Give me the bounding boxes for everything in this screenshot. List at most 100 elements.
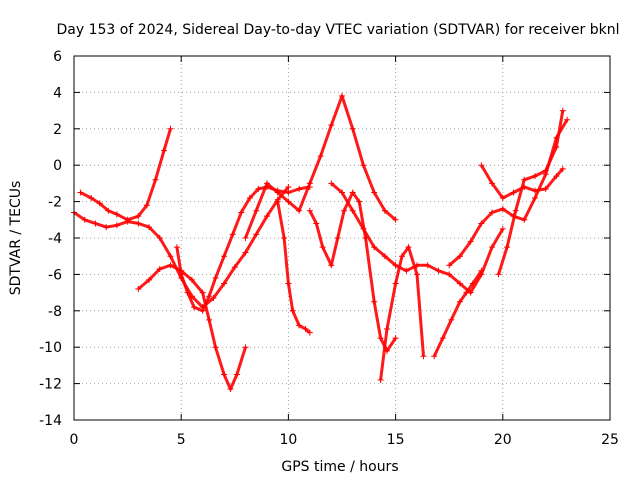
data-point xyxy=(521,176,528,183)
data-point xyxy=(559,107,566,114)
data-point xyxy=(495,271,502,278)
data-point xyxy=(349,189,356,196)
data-point xyxy=(296,322,303,329)
data-point xyxy=(356,198,363,205)
data-point xyxy=(285,198,292,205)
data-point xyxy=(274,189,281,196)
data-point xyxy=(564,116,571,123)
x-tick-label: 0 xyxy=(70,432,79,448)
data-point xyxy=(229,231,236,238)
data-point xyxy=(306,329,313,336)
y-tick-label: -4 xyxy=(48,231,62,247)
data-point xyxy=(242,249,249,256)
x-axis-label: GPS time / hours xyxy=(281,459,398,475)
data-point xyxy=(392,262,399,269)
data-point xyxy=(285,189,292,196)
x-tick-label: 25 xyxy=(601,432,619,448)
data-point xyxy=(414,271,421,278)
data-point xyxy=(221,280,228,287)
data-point xyxy=(92,220,99,227)
series-s5 xyxy=(242,93,399,241)
y-tick-label: 6 xyxy=(53,49,62,65)
data-point xyxy=(381,207,388,214)
series-trace xyxy=(79,128,172,222)
series-trace xyxy=(497,110,565,275)
series-s10 xyxy=(431,267,485,360)
data-point xyxy=(553,144,560,150)
x-tick-label: 10 xyxy=(279,432,297,448)
data-point xyxy=(289,307,296,314)
data-point xyxy=(542,185,549,192)
data-point xyxy=(206,293,213,300)
data-point xyxy=(371,298,378,305)
data-point xyxy=(317,153,324,160)
data-point xyxy=(178,271,185,278)
data-point xyxy=(328,122,335,129)
data-point xyxy=(384,326,391,332)
data-point xyxy=(392,216,399,223)
y-tick-label: -6 xyxy=(48,267,62,283)
x-tick-label: 20 xyxy=(494,432,512,448)
axis-layer: 0 5 10 15 20 25 -14 -12 -10 -8 -6 -4 -2 0 2 4 6 xyxy=(39,49,619,448)
data-point xyxy=(152,176,159,183)
data-point xyxy=(210,295,217,302)
data-point xyxy=(456,253,463,260)
data-point xyxy=(499,225,506,232)
data-point xyxy=(531,194,538,201)
data-point xyxy=(306,180,313,187)
data-point xyxy=(146,276,153,283)
data-layer xyxy=(71,93,571,393)
y-axis-label: SDTVAR / TECUs xyxy=(8,181,24,296)
data-point xyxy=(521,216,528,223)
data-point xyxy=(231,264,238,271)
data-point xyxy=(221,371,228,378)
data-point xyxy=(135,213,142,220)
chart-title: Day 153 of 2024, Sidereal Day-to-day VTE… xyxy=(57,22,620,38)
data-point xyxy=(392,335,399,342)
series-trace xyxy=(308,191,397,353)
data-point xyxy=(349,207,356,214)
y-tick-label: 0 xyxy=(53,158,62,174)
series-s2 xyxy=(77,125,174,223)
data-point xyxy=(88,194,95,201)
data-point xyxy=(431,353,438,360)
data-point xyxy=(81,216,88,223)
data-point xyxy=(306,207,313,214)
data-point xyxy=(439,335,446,342)
data-point xyxy=(399,253,406,260)
data-point xyxy=(188,276,195,283)
data-point xyxy=(167,253,174,260)
data-point xyxy=(199,289,206,296)
data-point xyxy=(221,253,228,260)
data-point xyxy=(448,316,455,323)
data-point xyxy=(255,185,262,192)
data-point xyxy=(349,125,356,132)
data-point xyxy=(504,244,511,251)
grid-layer xyxy=(74,56,610,420)
data-point xyxy=(531,173,538,180)
data-point xyxy=(233,371,240,378)
data-point xyxy=(478,267,485,274)
data-point xyxy=(463,289,470,296)
data-point xyxy=(489,244,496,251)
data-point xyxy=(113,211,120,218)
data-point xyxy=(553,173,560,180)
data-point xyxy=(371,244,378,251)
data-point xyxy=(478,162,485,169)
data-point xyxy=(467,238,474,245)
data-point xyxy=(227,386,234,393)
data-point xyxy=(96,200,103,207)
data-point xyxy=(377,335,384,342)
y-tick-label: -8 xyxy=(48,304,62,320)
data-point xyxy=(405,244,412,251)
series-s6 xyxy=(274,198,313,336)
data-point xyxy=(156,265,163,272)
series-s13 xyxy=(478,162,566,201)
data-point xyxy=(274,198,281,205)
data-point xyxy=(456,280,463,287)
series-trace xyxy=(137,263,247,391)
data-point xyxy=(489,180,496,187)
data-point xyxy=(456,298,463,305)
data-point xyxy=(420,353,427,360)
